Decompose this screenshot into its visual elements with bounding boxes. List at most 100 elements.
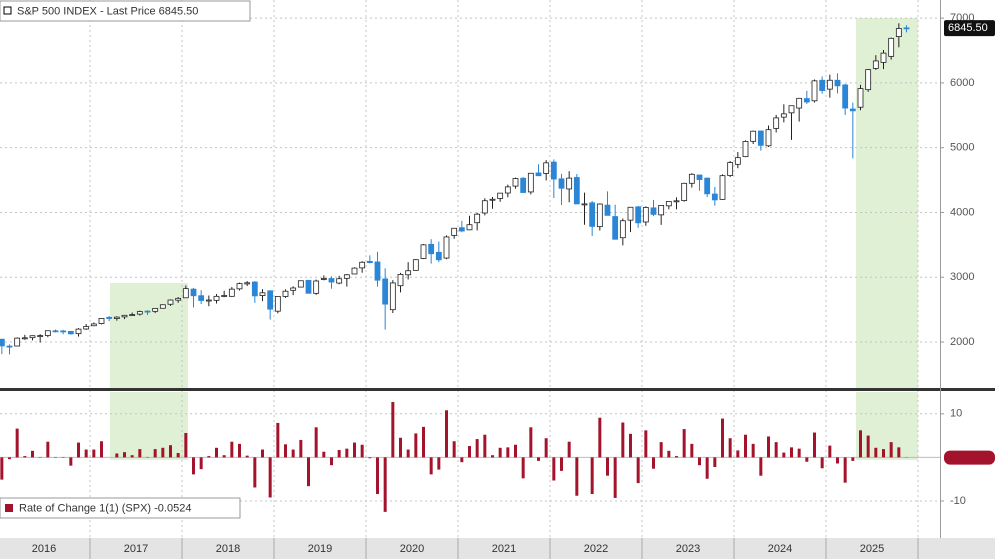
candle-body [251, 281, 258, 297]
marks [0, 23, 910, 512]
bar [851, 457, 855, 461]
x-tick-label: 2017 [124, 543, 148, 555]
candle-body [213, 295, 220, 301]
candle-body [826, 79, 833, 90]
legend-text: Rate of Change 1(1) (SPX) -0.0524 [19, 502, 191, 514]
bar [230, 441, 234, 458]
bar [368, 457, 372, 459]
bar [889, 442, 893, 458]
candle-body [727, 162, 734, 176]
candle-body [573, 177, 580, 205]
candle-body [489, 198, 496, 201]
bar [728, 438, 732, 458]
bar [767, 436, 770, 458]
x-tick-label: 2021 [492, 543, 516, 555]
candle-body [681, 182, 688, 202]
bar [820, 457, 824, 469]
bar [245, 455, 249, 458]
candle-body [711, 193, 718, 201]
candle-body [136, 311, 143, 315]
bar [813, 432, 816, 458]
bar [353, 442, 356, 458]
bar [383, 457, 387, 512]
candle-body [658, 205, 665, 216]
bar [84, 449, 88, 458]
candle-body [558, 178, 565, 189]
bar [521, 457, 525, 479]
bar [567, 441, 571, 458]
bar [452, 441, 456, 458]
x-tick-label: 2019 [308, 543, 332, 555]
candle-body [29, 335, 36, 339]
candle-body [612, 216, 619, 240]
candle-body [596, 203, 603, 228]
bar [613, 457, 617, 498]
candle-body [773, 117, 780, 129]
candle-body [129, 314, 136, 317]
bar [698, 457, 701, 466]
candle-body [481, 200, 488, 214]
bar [468, 446, 471, 458]
candle-body [144, 310, 151, 313]
bar [690, 443, 694, 458]
bar [422, 426, 425, 458]
candle-body [435, 251, 442, 261]
bar [291, 449, 295, 458]
candle-body [819, 79, 826, 91]
candle-body [788, 105, 795, 114]
candle-body [443, 236, 450, 259]
bar [621, 422, 625, 458]
candle-body [803, 98, 810, 103]
bar [897, 447, 901, 458]
y-tick-label: 3000 [950, 271, 974, 283]
bar [222, 455, 226, 458]
candle-body [734, 157, 741, 165]
candle-body [888, 37, 895, 57]
bar [560, 457, 563, 471]
candle-body [520, 177, 527, 193]
bar [874, 447, 878, 458]
candle-body [221, 295, 228, 297]
bar [797, 448, 801, 458]
bar [92, 449, 96, 458]
candle-body [328, 278, 335, 283]
legend-icon [3, 6, 12, 15]
candle-body [351, 267, 358, 275]
axes: 2000300040005000600070006845.50-10102016… [32, 12, 995, 559]
bar [629, 433, 632, 458]
candle-body [6, 345, 13, 348]
bar [307, 457, 310, 487]
bar [805, 457, 809, 462]
candle-body [780, 113, 787, 118]
candle-body [527, 172, 534, 193]
x-axis-strip [0, 538, 995, 559]
candle-body [765, 129, 772, 147]
x-tick-label: 2025 [860, 543, 884, 555]
candle-body [274, 296, 281, 312]
candle-body [842, 84, 849, 109]
bar [330, 457, 333, 466]
bar [138, 449, 142, 458]
candle-body [796, 97, 803, 109]
bar [759, 457, 763, 476]
candle-body [673, 200, 680, 203]
candle-body [175, 297, 182, 301]
candle-body [849, 108, 856, 112]
candle-body [121, 314, 128, 318]
bar [15, 428, 19, 458]
candle-body [719, 175, 726, 200]
legend-value: 6845.50 [159, 5, 199, 17]
bar [192, 457, 195, 475]
legend-icon [5, 504, 13, 512]
bar [299, 439, 303, 458]
bar [184, 432, 188, 458]
legend-name: S&P 500 INDEX - Last Price [17, 5, 156, 17]
candle-body [60, 330, 67, 333]
candle-body [865, 69, 872, 91]
legend-name: Rate of Change 1(1) (SPX) [19, 502, 151, 514]
bar [537, 457, 540, 461]
bar [115, 453, 119, 458]
bar [529, 427, 533, 458]
bar [23, 456, 27, 458]
candle-body [581, 203, 588, 206]
